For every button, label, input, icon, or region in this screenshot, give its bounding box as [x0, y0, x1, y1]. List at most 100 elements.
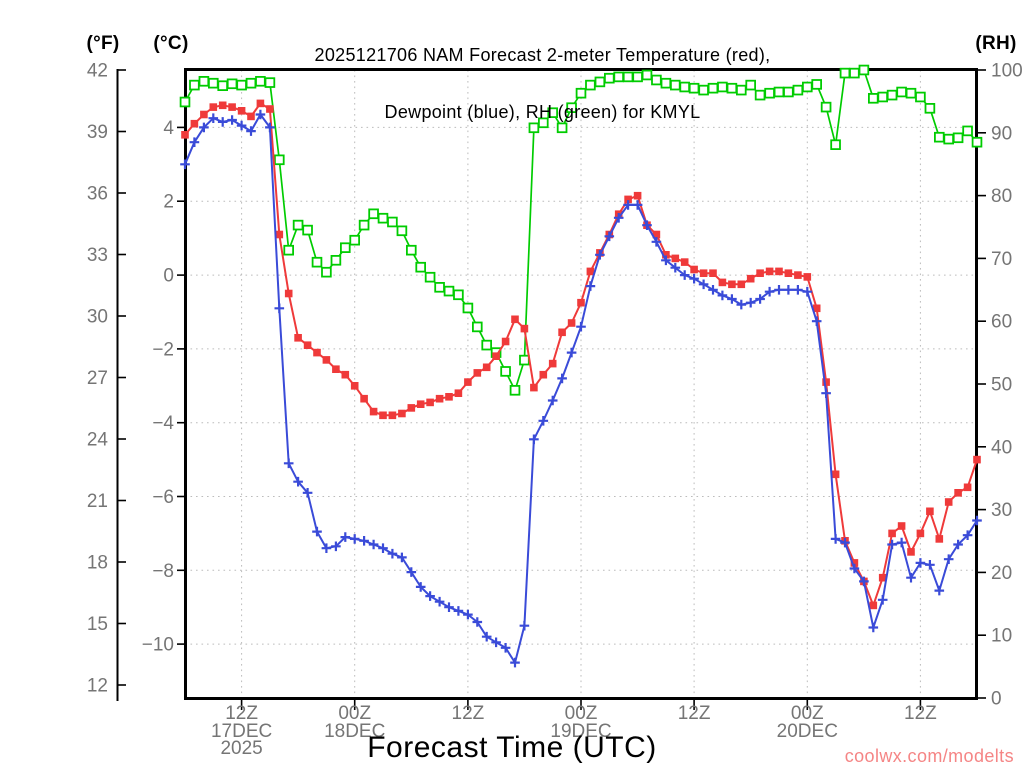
dewpoint-marker	[510, 657, 520, 668]
temperature-marker	[775, 267, 783, 276]
fahrenheit-tick-label: 27	[87, 368, 108, 389]
rh-tick-label: 10	[991, 626, 1012, 647]
temperature-marker	[445, 393, 453, 401]
chart-title-line1: 2025121706 NAM Forecast 2-meter Temperat…	[314, 45, 771, 65]
dewpoint-marker	[595, 250, 605, 260]
dewpoint-marker	[623, 200, 633, 210]
temperature-marker	[926, 507, 934, 516]
rh-tick-label: 70	[991, 249, 1012, 270]
dewpoint-marker	[368, 539, 379, 550]
dewpoint-marker	[943, 554, 954, 564]
temperature-marker	[869, 601, 878, 610]
x-tick-date-label: 19DEC	[550, 721, 611, 742]
dewpoint-marker	[651, 237, 662, 247]
temperature-line	[184, 102, 978, 607]
rh-marker	[387, 216, 398, 228]
dewpoint-marker	[302, 488, 313, 498]
temperature-marker	[379, 411, 387, 420]
temperature-marker	[944, 498, 953, 506]
temperature-marker	[746, 274, 755, 283]
temperature-marker	[539, 370, 548, 379]
celsius-tick-label: −6	[152, 487, 174, 508]
dewpoint-marker	[265, 122, 275, 133]
temperature-marker	[228, 103, 236, 111]
dewpoint-marker	[293, 476, 303, 487]
temperature-marker	[794, 271, 802, 279]
dewpoint-marker	[500, 643, 511, 653]
temperature-marker	[822, 378, 830, 386]
dewpoint-marker	[425, 591, 435, 601]
rh-tick-label: 100	[991, 61, 1023, 82]
temperature-marker	[586, 267, 595, 276]
fahrenheit-tick-label: 21	[87, 491, 108, 512]
temperature-marker	[322, 356, 331, 364]
dewpoint-marker	[434, 596, 445, 607]
fahrenheit-tick-label: 42	[87, 61, 108, 82]
dewpoint-marker	[557, 373, 567, 384]
rh-marker	[500, 366, 511, 377]
temperature-marker	[973, 455, 981, 464]
rh-marker	[481, 339, 492, 351]
temperature-marker	[520, 324, 529, 333]
x-tick-hour-label: 00Z	[791, 703, 824, 724]
temperature-marker	[284, 289, 293, 298]
rh-marker	[915, 91, 926, 103]
rh-marker	[358, 219, 370, 231]
temperature-marker	[369, 407, 378, 416]
dewpoint-marker	[453, 606, 464, 616]
dewpoint-marker	[538, 416, 549, 426]
rh-marker	[434, 281, 445, 293]
rh-tick-label: 40	[991, 437, 1012, 458]
x-tick-date-label: 20DEC	[777, 721, 838, 742]
dewpoint-marker	[755, 294, 765, 304]
temperature-marker	[482, 363, 491, 372]
dewpoint-marker	[670, 262, 681, 273]
temperature-marker	[360, 394, 368, 403]
temperature-marker	[718, 278, 727, 287]
temperature-marker	[878, 573, 887, 582]
rh-axis-header: (RH)	[975, 33, 1017, 54]
rh-marker	[971, 136, 983, 148]
dewpoint-marker	[849, 563, 860, 574]
dewpoint-marker	[764, 286, 775, 297]
dewpoint-marker	[708, 285, 718, 295]
rh-marker	[471, 321, 483, 333]
rh-tick-label: 80	[991, 186, 1012, 207]
dewpoint-marker	[906, 572, 916, 583]
dewpoint-marker	[566, 347, 577, 358]
dewpoint-marker	[274, 303, 285, 314]
rh-marker	[377, 212, 389, 224]
dewpoint-marker	[585, 281, 596, 291]
temperature-marker	[699, 269, 708, 277]
rh-marker	[405, 244, 417, 256]
temperature-marker	[350, 382, 359, 390]
rh-marker	[453, 289, 464, 301]
temperature-marker	[633, 191, 642, 200]
dewpoint-marker	[774, 285, 784, 295]
dewpoint-marker	[472, 617, 483, 627]
dewpoint-marker	[793, 285, 803, 295]
rh-marker	[830, 139, 841, 151]
temperature-marker	[200, 110, 208, 119]
rh-marker	[538, 117, 549, 129]
temperature-marker	[812, 304, 821, 313]
rh-tick-label: 90	[991, 123, 1012, 144]
temperature-marker	[473, 369, 482, 377]
temperature-marker	[548, 359, 557, 368]
temperature-marker	[558, 328, 566, 337]
dewpoint-marker	[868, 622, 879, 633]
temperature-marker	[388, 411, 397, 420]
rh-marker	[283, 244, 294, 256]
dewpoint-marker	[877, 595, 888, 605]
dewpoint-marker	[915, 558, 926, 568]
dewpoint-marker	[887, 539, 897, 550]
dewpoint-marker	[349, 534, 360, 544]
temperature-marker	[266, 105, 274, 113]
dewpoint-marker	[463, 609, 473, 620]
celsius-tick-label: −4	[152, 413, 174, 434]
temperature-marker	[501, 337, 510, 346]
rh-marker	[962, 125, 973, 137]
rh-marker	[556, 122, 568, 134]
dewpoint-marker	[255, 109, 266, 120]
